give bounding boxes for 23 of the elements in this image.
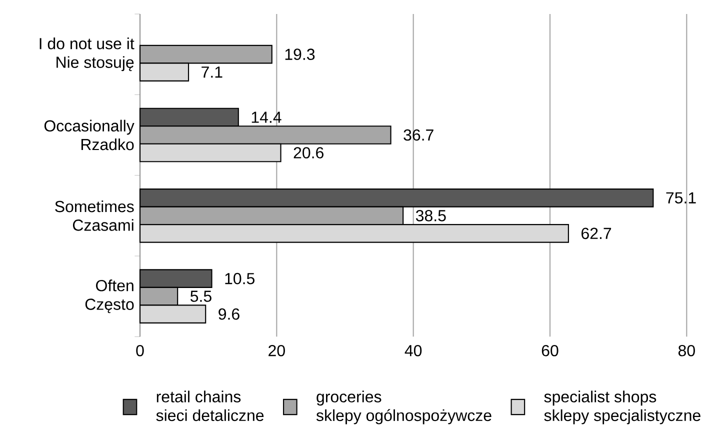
data-label: 62.7 — [582, 228, 612, 240]
data-label: 9.6 — [218, 308, 240, 320]
legend-label: groceries sklepy ogólnospożywcze — [316, 390, 492, 424]
data-label: 5.5 — [190, 290, 212, 302]
y-tick-label: Occasionally Rzadko — [44, 120, 134, 150]
x-tick-label: 0 — [136, 344, 144, 356]
legend-label: specialist shops sklepy specjalistyczne — [544, 390, 700, 424]
data-label: 20.6 — [294, 147, 324, 158]
data-label: 10.5 — [225, 272, 254, 284]
data-label: 75.1 — [666, 192, 696, 204]
y-tick-label: Often Często — [85, 280, 134, 314]
x-tick-label: 60 — [542, 344, 558, 356]
data-label: 14.4 — [252, 112, 282, 123]
data-label: 7.1 — [202, 66, 222, 78]
legend-label: retail chains sieci detaliczne — [156, 390, 264, 422]
y-tick-label: I do not use it Nie stosuję — [40, 38, 134, 72]
data-label: 38.5 — [416, 210, 446, 222]
data-label: 19.3 — [285, 48, 315, 60]
x-tick-label: 40 — [404, 344, 422, 356]
data-label: 36.7 — [404, 129, 434, 141]
x-tick-label: 20 — [268, 344, 285, 356]
x-tick-label: 80 — [678, 344, 695, 356]
y-tick-label: Sometimes Czasami — [55, 200, 134, 231]
